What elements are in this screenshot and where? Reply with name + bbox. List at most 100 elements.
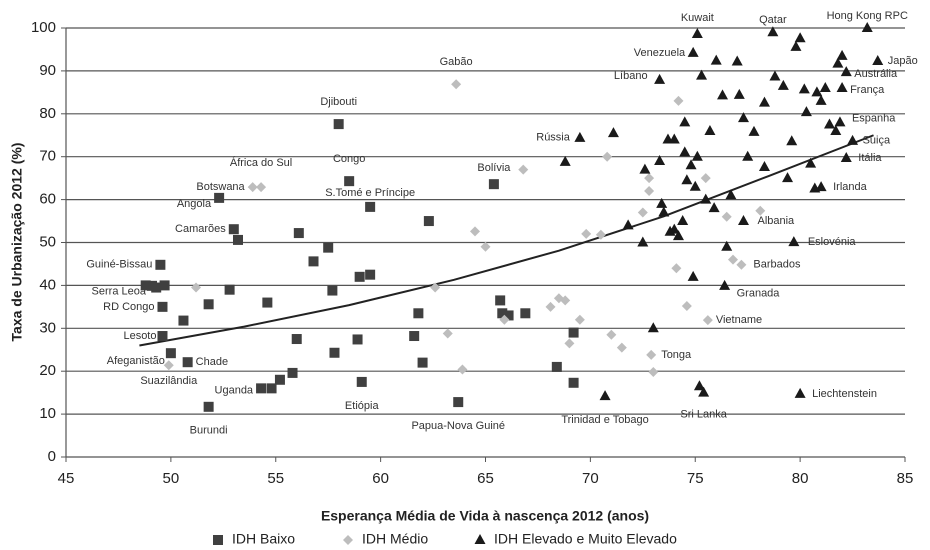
- point: [693, 380, 705, 391]
- point: [687, 270, 699, 281]
- point: [654, 73, 666, 84]
- point-label: Albania: [757, 215, 795, 227]
- x-tick-label: 65: [477, 470, 494, 487]
- point: [451, 79, 462, 90]
- point: [710, 54, 722, 65]
- point: [637, 236, 649, 247]
- point: [247, 182, 258, 193]
- point-label: Trinidad e Tobago: [561, 414, 648, 426]
- y-tick-label: 50: [39, 233, 56, 250]
- y-axis-title: Taxa de Urbanização 2012 (%): [9, 143, 25, 342]
- point: [274, 374, 285, 385]
- point: [203, 401, 214, 412]
- point: [671, 263, 682, 274]
- point: [836, 49, 848, 60]
- x-tick-label: 70: [582, 470, 599, 487]
- point: [742, 150, 754, 161]
- point-label: Venezuela: [634, 47, 686, 59]
- point: [595, 229, 606, 240]
- point: [159, 280, 170, 291]
- point: [691, 28, 703, 39]
- point: [165, 348, 176, 359]
- point-label: Congo: [333, 153, 365, 165]
- point: [602, 151, 613, 162]
- point: [599, 390, 611, 401]
- point: [266, 383, 277, 394]
- point-label: Eslovénia: [808, 236, 857, 248]
- point: [291, 334, 302, 345]
- point: [755, 205, 766, 216]
- point: [689, 180, 701, 191]
- legend-label: IDH Elevado e Muito Elevado: [494, 531, 677, 547]
- point: [815, 181, 827, 192]
- point: [140, 280, 151, 291]
- point: [551, 361, 562, 372]
- point-label: Barbados: [753, 259, 801, 271]
- point: [293, 228, 304, 239]
- x-tick-label: 45: [58, 470, 75, 487]
- point: [559, 155, 571, 166]
- legend-label: IDH Médio: [362, 531, 428, 547]
- point: [262, 297, 273, 308]
- point: [356, 376, 367, 387]
- point: [495, 295, 506, 306]
- point: [704, 124, 716, 135]
- point: [178, 315, 189, 326]
- y-tick-label: 70: [39, 148, 56, 165]
- point: [639, 163, 651, 174]
- point-label: Sri Lanka: [680, 409, 727, 421]
- point: [333, 119, 344, 130]
- point: [702, 315, 713, 326]
- point: [788, 236, 800, 247]
- point: [520, 308, 531, 319]
- point: [228, 224, 239, 235]
- point: [308, 256, 319, 267]
- point: [719, 279, 731, 290]
- point: [480, 241, 491, 252]
- point-label: Granada: [737, 288, 781, 300]
- trend-line: [139, 134, 874, 347]
- point: [417, 357, 428, 368]
- point: [700, 193, 712, 204]
- point-label: Uganda: [215, 384, 254, 396]
- point-label: Kuwait: [681, 12, 714, 24]
- point: [725, 189, 737, 200]
- point: [182, 357, 193, 368]
- point: [637, 207, 648, 218]
- point: [365, 269, 376, 280]
- point: [503, 310, 514, 321]
- point: [728, 254, 739, 265]
- point: [815, 94, 827, 105]
- y-tick-label: 20: [39, 362, 56, 379]
- point: [329, 347, 340, 358]
- point: [409, 331, 420, 342]
- point: [668, 223, 680, 234]
- point-label: Guiné-Bissau: [86, 259, 152, 271]
- point: [654, 154, 666, 165]
- point-label: Líbano: [614, 70, 648, 82]
- point-label: Afeganistão: [107, 355, 165, 367]
- point: [564, 338, 575, 349]
- point: [151, 282, 162, 293]
- point-label: Espanha: [852, 112, 896, 124]
- point: [834, 116, 846, 127]
- y-tick-label: 30: [39, 319, 56, 336]
- point: [685, 159, 697, 170]
- point: [767, 26, 779, 37]
- point: [647, 322, 659, 333]
- point: [488, 179, 499, 190]
- point: [457, 364, 468, 375]
- point-label: Suiça: [863, 135, 891, 147]
- point: [423, 216, 434, 227]
- point-label: Etiópia: [345, 400, 380, 412]
- point: [607, 127, 619, 138]
- point: [696, 69, 708, 80]
- y-tick-label: 90: [39, 62, 56, 79]
- point-label: Papua-Nova Guiné: [411, 420, 505, 432]
- point-label: Rússia: [536, 132, 571, 144]
- point: [191, 282, 202, 293]
- point-label: África do Sul: [230, 156, 292, 169]
- point: [840, 151, 852, 162]
- point: [736, 259, 747, 270]
- point: [836, 82, 848, 93]
